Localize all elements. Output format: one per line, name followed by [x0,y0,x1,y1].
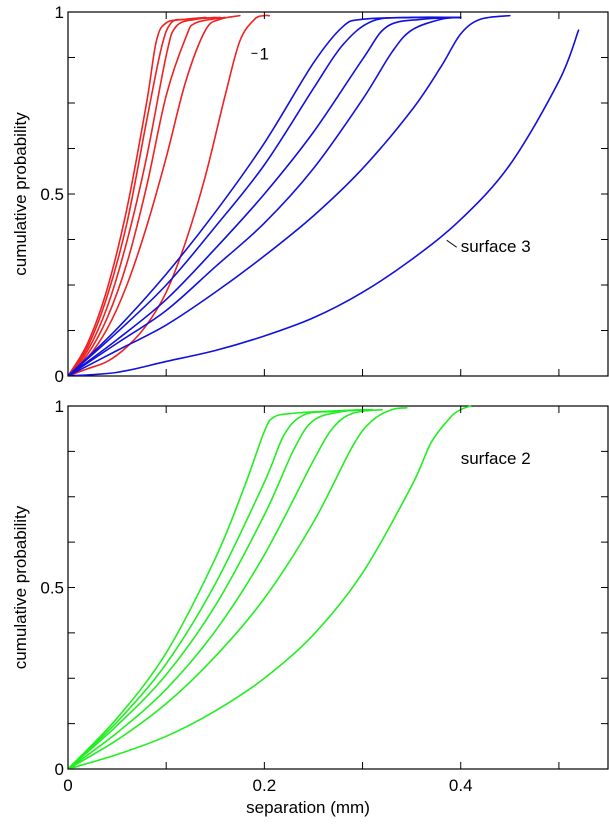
curve-top-group2-6 [68,29,580,376]
curve-top-group1-6 [68,14,271,376]
curve-bottom-group1-6 [68,405,472,769]
curve-top-group1-1 [68,16,207,376]
curve-top-group2-5 [68,14,511,376]
y-tick-label: 1 [55,3,64,22]
curve-top-group2-2 [68,16,462,376]
x-tick-label: 0 [63,776,72,795]
x-axis-label: separation (mm) [246,798,370,817]
bottom-panel: 0 0.5 1 0 0.2 0.4 cumulative probability separa… [11,397,609,817]
curve-top-group1-4 [68,16,226,376]
annotation-label: surface 2 [461,449,531,468]
annotation-label: surface 3 [461,237,531,256]
curves [68,405,472,769]
curve-bottom-group1-3 [68,408,374,769]
curve-top-group1-3 [68,16,221,376]
curve-bottom-group1-1 [68,408,364,769]
y-tick-label: 0 [55,760,64,779]
curve-top-group1-5 [68,14,241,376]
annotation-label: 1 [259,44,268,63]
x-tick-label: 0.4 [449,776,473,795]
y-axis-label: cumulative probability [11,112,30,276]
y-axis-label: cumulative probability [11,505,30,669]
x-tick-label: 0.2 [253,776,277,795]
curve-bottom-group1-2 [68,408,369,769]
curve-top-group2-1 [68,16,462,376]
y-tick-label: 0 [55,367,64,386]
annotation-leader [446,239,458,248]
curve-bottom-group1-5 [68,407,408,769]
curve-top-group2-3 [68,16,462,376]
top-panel: 0 0.5 1 cumulative probability 1 surface 3 [11,3,609,386]
curves [68,14,580,376]
y-tick-label: 1 [55,397,64,416]
curve-top-group2-4 [68,16,462,376]
y-tick-label: 0.5 [40,185,64,204]
y-tick-label: 0.5 [40,579,64,598]
curve-top-group1-2 [68,16,217,376]
curve-bottom-group1-4 [68,408,383,769]
